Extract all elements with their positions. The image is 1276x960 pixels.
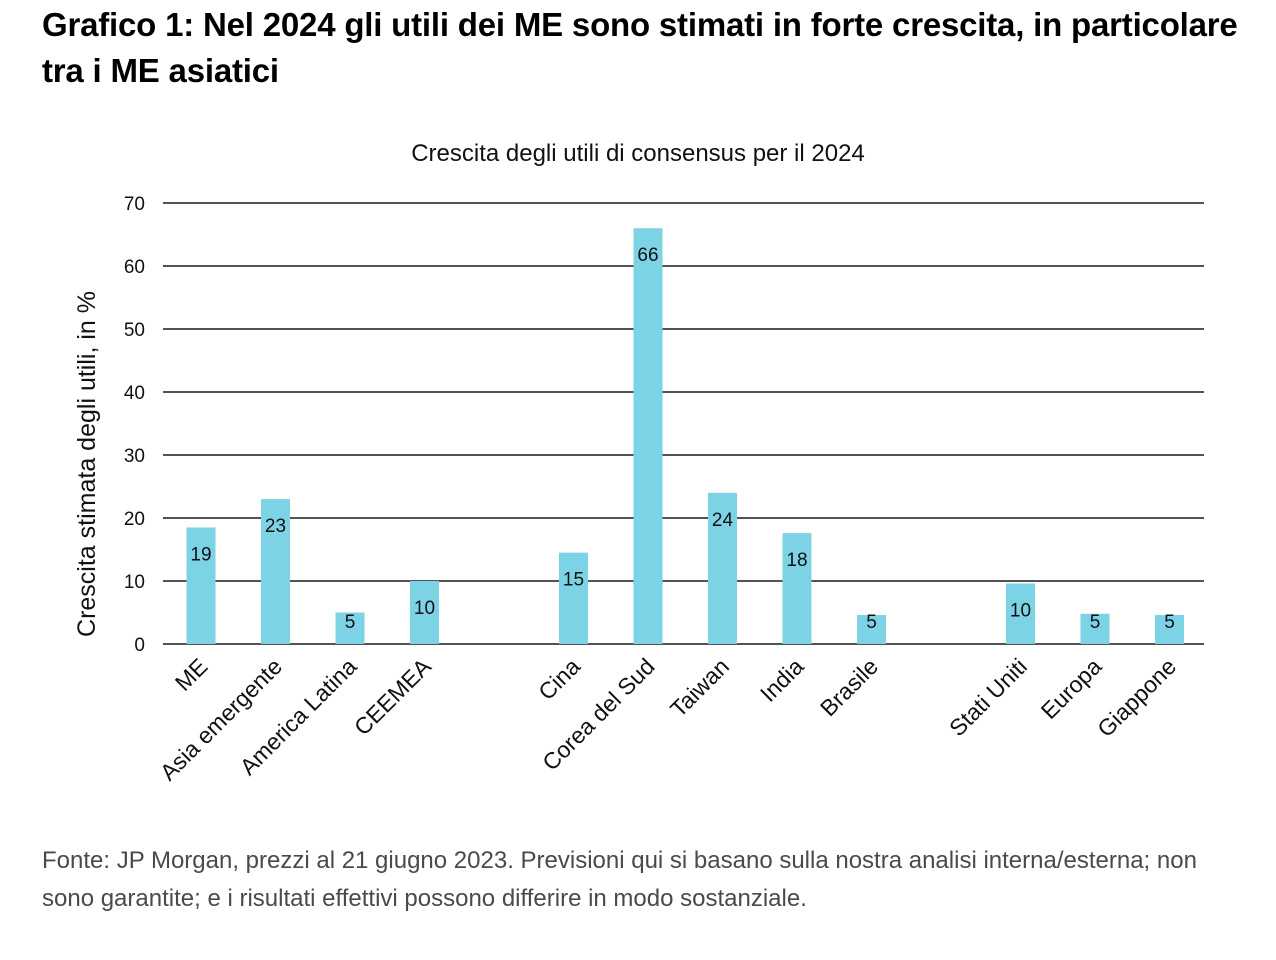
data-labels: 19 23 5 10 15 66 24 18 5 10 5 5 (190, 245, 1174, 633)
y-tick-label: 30 (124, 446, 145, 467)
gridlines (163, 202, 1204, 645)
x-tick-label: ME (170, 653, 213, 696)
bar-chart: Crescita degli utili di consensus per il… (73, 140, 1204, 786)
y-tick-label: 10 (124, 572, 145, 593)
chart-heading: Grafico 1: Nel 2024 gli utili dei ME son… (42, 6, 1238, 89)
data-label: 19 (190, 544, 211, 565)
x-tick-label: Cina (533, 653, 585, 705)
bar-asia-emergente (261, 499, 290, 644)
x-tick-label: India (755, 653, 809, 707)
bars (186, 228, 1184, 644)
x-tick-label: Giappone (1092, 653, 1181, 742)
data-label: 10 (1010, 601, 1031, 622)
bar-india (782, 533, 812, 644)
bar-me (186, 527, 216, 644)
bar-cina (559, 552, 588, 644)
x-tick-label: Europa (1036, 653, 1107, 724)
data-label: 5 (866, 612, 877, 633)
x-tick-label: Taiwan (665, 653, 734, 722)
data-label: 10 (414, 598, 435, 619)
data-label: 66 (637, 245, 658, 266)
y-tick-label: 60 (124, 257, 145, 278)
y-tick-label: 70 (124, 194, 145, 215)
y-axis-label: Crescita stimata degli utili, in % (73, 291, 101, 637)
data-label: 15 (563, 570, 584, 591)
bar-europa (1080, 613, 1110, 644)
y-tick-label: 0 (134, 635, 145, 656)
data-label: 24 (712, 510, 734, 531)
x-tick-label: CEEMEA (349, 653, 437, 741)
bar-ceemea (410, 581, 439, 644)
bar-taiwan (708, 492, 737, 644)
y-tick-label: 20 (124, 509, 145, 530)
chart-area: Crescita degli utili di consensus per il… (73, 140, 1204, 786)
bar-america-latina (335, 612, 365, 644)
data-label: 5 (1090, 612, 1101, 633)
bar-brasile (857, 615, 886, 644)
bar-stati-uniti (1006, 583, 1035, 644)
data-label: 23 (265, 516, 286, 537)
data-label: 5 (1164, 612, 1175, 633)
y-tick-labels: 0 10 20 30 40 50 60 70 (124, 194, 145, 656)
data-label: 5 (345, 612, 356, 633)
data-label: 18 (786, 550, 807, 571)
x-tick-label: Stati Uniti (944, 653, 1032, 741)
y-tick-label: 50 (124, 320, 145, 341)
bar-corea-del-sud (633, 228, 663, 644)
y-tick-label: 40 (124, 383, 145, 404)
x-tick-label: Brasile (815, 653, 883, 721)
chart-title: Crescita degli utili di consensus per il… (411, 140, 865, 167)
source-note: Fonte: JP Morgan, prezzi al 21 giugno 20… (42, 847, 1197, 912)
bar-giappone (1155, 615, 1184, 644)
